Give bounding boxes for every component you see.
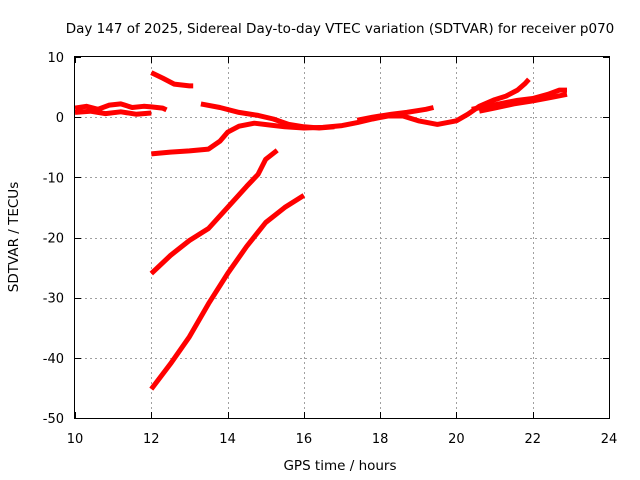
y-tick-label: -30 [43,292,64,307]
x-axis-label: GPS time / hours [283,458,396,474]
grid [75,57,609,418]
x-tick-label: 14 [219,432,236,447]
y-tick-label: -40 [43,352,64,367]
y-tick-label: -50 [43,412,64,427]
data-series-7 [471,87,567,112]
y-tick-label: 10 [47,51,64,66]
y-axis-ticks: 10 0 -10 -20 -30 -40 -50 [43,51,609,427]
y-tick-label: -10 [43,171,64,186]
y-tick-label: -20 [43,232,64,247]
data-series-8 [478,91,568,114]
data-series-10 [149,193,306,391]
data-series-5 [151,77,531,157]
series-layer [74,70,568,391]
x-tick-label: 22 [524,432,541,447]
x-tick-label: 10 [67,432,84,447]
x-tick-label: 12 [143,432,160,447]
data-series-1 [74,101,168,113]
data-series-3 [150,70,194,89]
y-axis-label: SDTVAR / TECUs [6,182,22,292]
x-tick-label: 18 [372,432,389,447]
data-series-2 [74,108,152,117]
data-series-6 [356,105,435,123]
plot-frame [74,56,610,419]
x-tick-label: 20 [448,432,465,447]
chart-title: Day 147 of 2025, Sidereal Day-to-day VTE… [66,21,615,37]
y-tick-label: 0 [56,111,64,126]
data-series-9 [149,148,279,276]
x-tick-label: 16 [296,432,313,447]
x-tick-label: 24 [601,432,618,447]
x-axis-ticks: 10 12 14 16 18 20 22 24 [67,57,618,447]
